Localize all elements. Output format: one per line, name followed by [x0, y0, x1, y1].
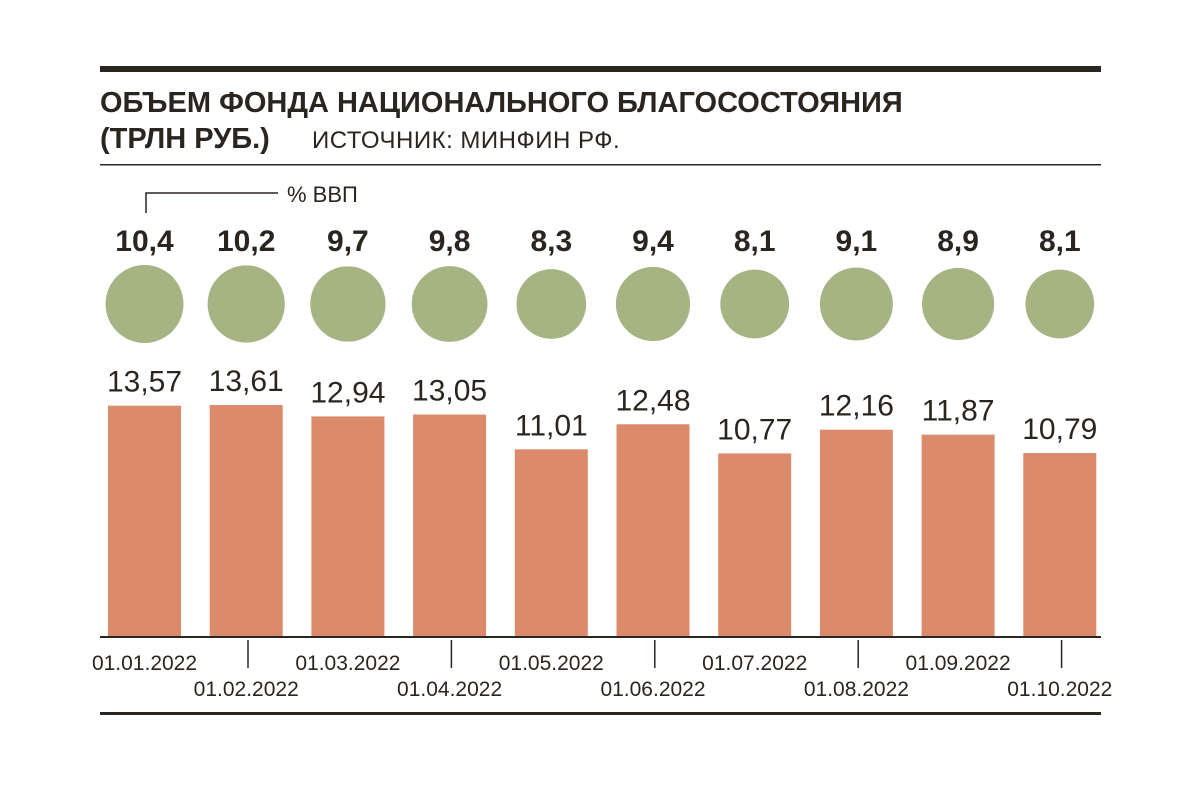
gdp-circle-8 — [819, 267, 893, 341]
gdp-circle-3 — [310, 266, 386, 342]
gdp-circle-5 — [516, 269, 587, 339]
gdp-value-4: 9,8 — [429, 225, 471, 258]
value-labels: 13,57 13,61 12,94 13,05 11,01 12,48 10,77 12,16… — [107, 365, 1097, 446]
gdp-circles — [105, 265, 1095, 343]
date-label-2: 01.02.2022 — [194, 678, 299, 701]
gdp-value-9: 8,9 — [937, 225, 979, 258]
date-labels: 01.01.2022 01.02.2022 01.03.2022 01.04.2022… — [92, 652, 1112, 701]
gdp-value-5: 8,3 — [530, 225, 572, 258]
gdp-label-bracket — [145, 192, 278, 213]
date-label-8: 01.08.2022 — [804, 678, 909, 701]
gdp-value-7: 8,1 — [734, 225, 776, 258]
value-label-4: 13,05 — [412, 375, 487, 408]
date-label-5: 01.05.2022 — [499, 652, 604, 675]
gdp-circle-1 — [105, 265, 184, 343]
bar-2 — [209, 405, 283, 637]
bar-1 — [108, 405, 181, 637]
date-label-4: 01.04.2022 — [397, 678, 502, 701]
bar-8 — [819, 429, 893, 637]
header-divider — [100, 164, 1101, 166]
gdp-value-1: 10,4 — [115, 225, 174, 258]
value-label-2: 13,61 — [209, 365, 284, 398]
bar-3 — [311, 416, 385, 637]
chart-title-line2: (ТРЛН РУБ.) — [100, 123, 270, 155]
date-label-1: 01.01.2022 — [92, 652, 197, 675]
gdp-circle-9 — [922, 267, 995, 341]
value-label-7: 10,77 — [717, 413, 792, 446]
value-label-3: 12,94 — [310, 376, 385, 409]
gdp-value-3: 9,7 — [327, 225, 369, 258]
value-label-5: 11,01 — [515, 409, 588, 442]
gdp-values: 10,4 10,2 9,7 9,8 8,3 9,4 8,1 9,1 8,9 8,1 — [115, 225, 1080, 258]
bar-10 — [1023, 453, 1097, 637]
date-ticks — [247, 640, 1063, 668]
gdp-circle-2 — [207, 265, 285, 343]
gdp-label: % ВВП — [287, 182, 358, 207]
date-label-10: 01.10.2022 — [1007, 678, 1112, 701]
bar-5 — [514, 449, 588, 637]
chart-title-line1: ОБЪЕМ ФОНДА НАЦИОНАЛЬНОГО БЛАГОСОСТОЯНИЯ — [100, 87, 903, 119]
bar-4 — [413, 414, 487, 637]
gdp-circle-4 — [411, 266, 488, 342]
bar-9 — [921, 434, 995, 637]
x-axis-baseline — [100, 636, 1101, 638]
date-label-9: 01.09.2022 — [906, 652, 1011, 675]
value-label-9: 11,87 — [922, 395, 995, 428]
gdp-value-6: 9,4 — [632, 225, 674, 258]
gdp-value-10: 8,1 — [1039, 225, 1081, 258]
value-label-6: 12,48 — [615, 384, 690, 417]
gdp-circle-7 — [720, 269, 790, 339]
chart-source: ИСТОЧНИК: МИНФИН РФ. — [312, 127, 620, 154]
bar-6 — [616, 424, 690, 637]
gdp-circle-6 — [615, 266, 691, 342]
gdp-circle-10 — [1025, 269, 1095, 339]
date-label-7: 01.07.2022 — [702, 652, 807, 675]
value-label-10: 10,79 — [1022, 413, 1097, 446]
bars — [108, 405, 1097, 637]
date-label-3: 01.03.2022 — [295, 652, 400, 675]
bottom-rule — [100, 712, 1101, 715]
date-label-6: 01.06.2022 — [600, 678, 705, 701]
gdp-value-8: 9,1 — [836, 225, 878, 258]
bar-7 — [718, 453, 792, 637]
value-label-1: 13,57 — [107, 366, 182, 399]
gdp-value-2: 10,2 — [217, 225, 275, 258]
value-label-8: 12,16 — [819, 390, 894, 423]
top-rule — [100, 66, 1101, 72]
